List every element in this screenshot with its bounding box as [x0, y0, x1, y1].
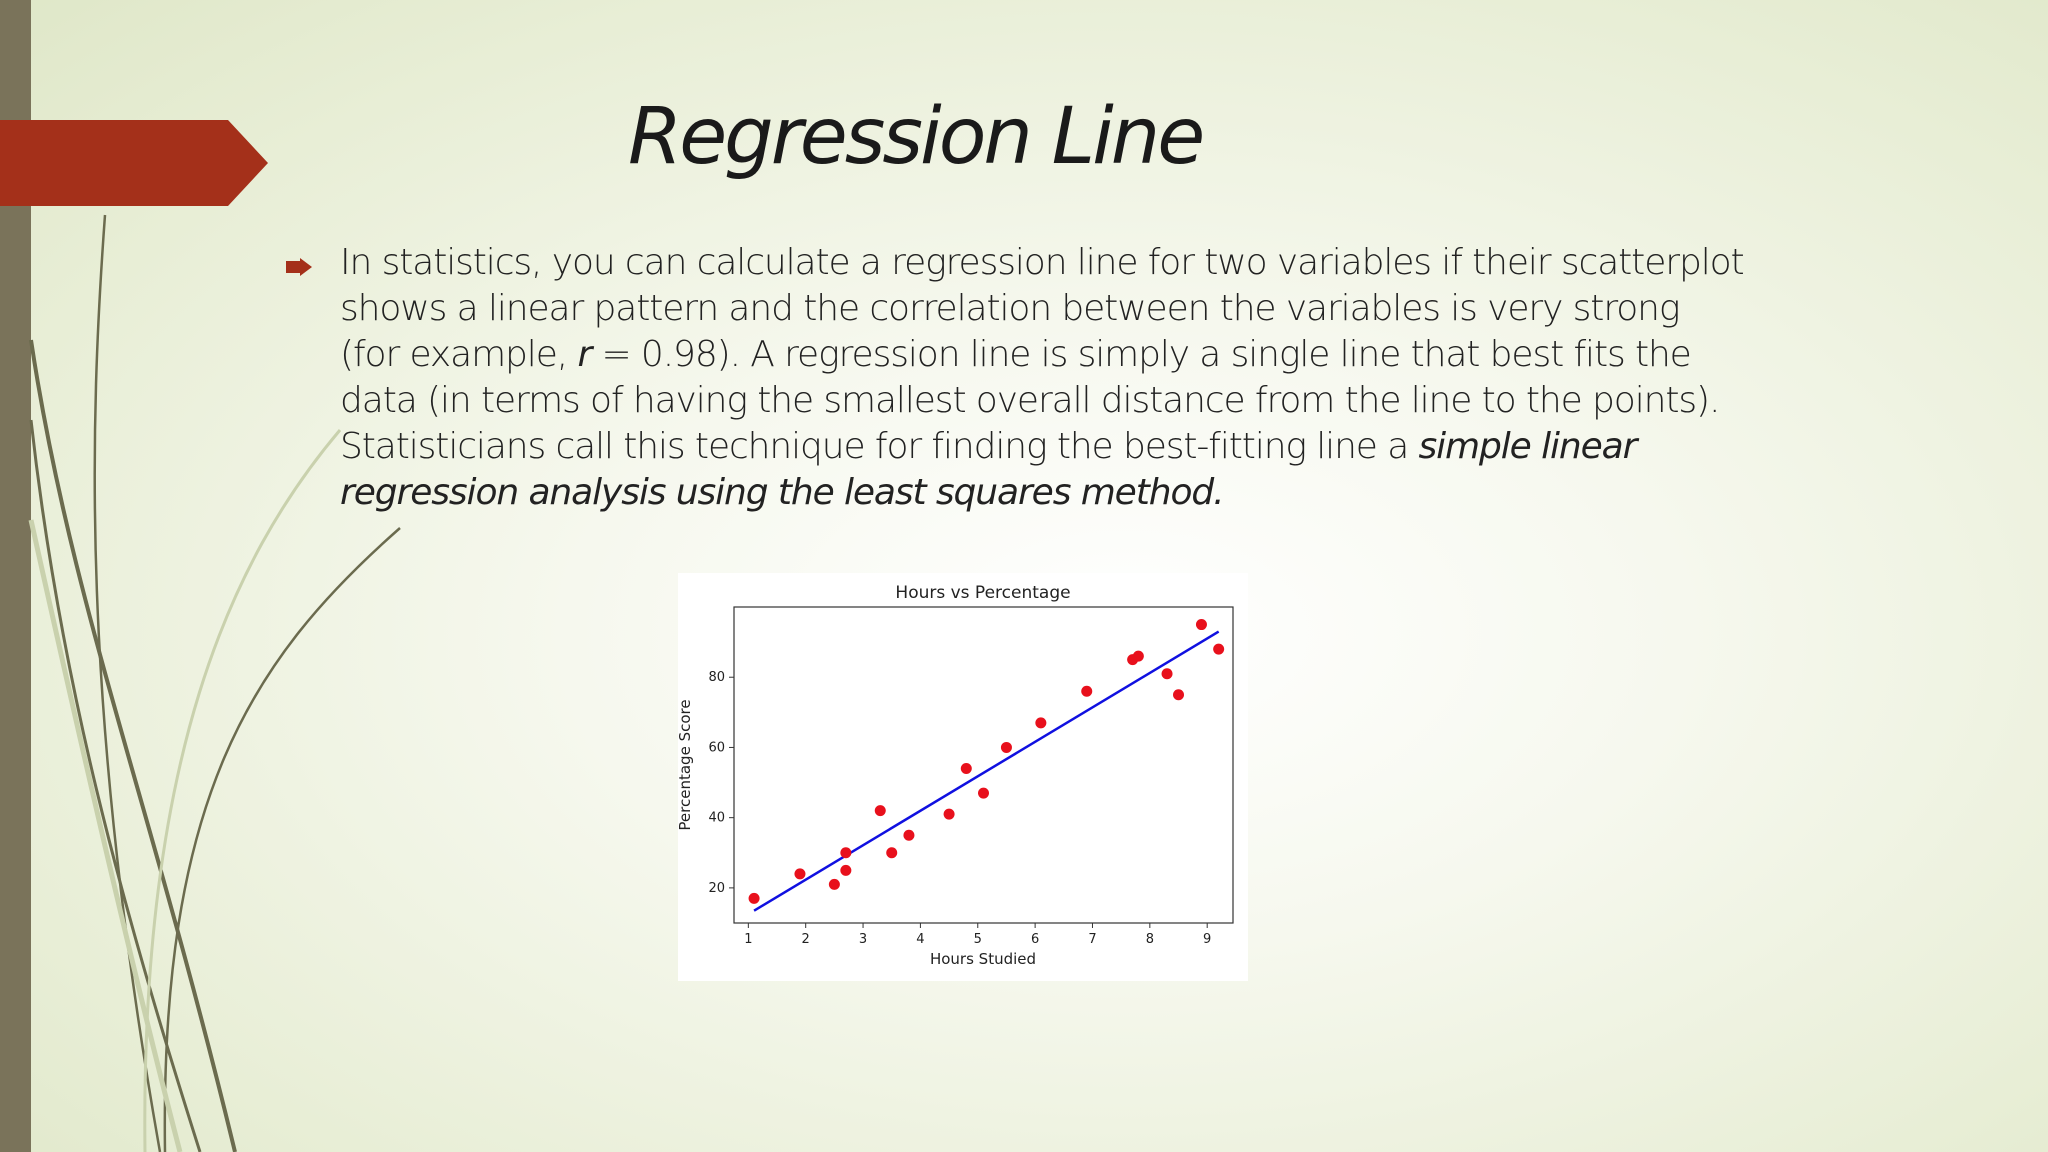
bullet-paragraph: In statistics, you can calculate a regre…	[340, 240, 1760, 516]
data-point	[978, 787, 989, 799]
decorative-swoosh-lines	[28, 214, 401, 1152]
bullet-line-3-text-end: = 0.98). A regression line is simply a s…	[591, 334, 1691, 375]
y-axis-label: Percentage Score	[678, 699, 694, 830]
data-point	[794, 868, 806, 880]
x-tick-label: 4	[916, 932, 924, 947]
bullet-line-5-text: Statisticians call this technique for fi…	[340, 426, 1419, 467]
title-accent-ribbon	[0, 120, 268, 206]
chart-title: Hours vs Percentage	[895, 583, 1070, 603]
x-tick-label: 3	[859, 932, 867, 947]
data-point	[1035, 717, 1047, 729]
data-point	[1000, 741, 1012, 753]
bullet-line-6: regression analysis using the least squa…	[340, 470, 1760, 516]
x-tick-label: 1	[744, 932, 752, 947]
data-points	[748, 619, 1225, 904]
arrow-bullet-icon	[286, 258, 312, 276]
bullet-line-2-text: shows a linear pattern and the correlati…	[340, 288, 1680, 329]
y-tick-label: 20	[708, 881, 725, 896]
bullet-line-3: (for example, r = 0.98). A regression li…	[340, 332, 1760, 378]
data-point	[874, 805, 886, 817]
data-point	[828, 878, 840, 890]
x-tick-label: 8	[1146, 932, 1154, 947]
ribbon-shape	[0, 120, 268, 206]
plot-frame	[733, 606, 1234, 924]
bullet-line-1-text: In statistics, you can calculate a regre…	[340, 242, 1745, 283]
method-name-italic-end: regression analysis using the least squa…	[340, 472, 1225, 513]
x-tick-label: 9	[1203, 932, 1211, 947]
data-point	[748, 892, 760, 904]
data-point	[840, 847, 852, 859]
data-point	[1213, 643, 1225, 655]
scatter-chart: Hours vs Percentage 1 2 3 4 5 6 7 8 9 20 40 60 80 H…	[678, 583, 1234, 968]
bullet-line-1: In statistics, you can calculate a regre…	[340, 240, 1760, 286]
bullet-line-3-text-start: (for example,	[340, 334, 578, 375]
x-tick-label: 7	[1088, 932, 1096, 947]
data-point	[903, 829, 915, 841]
data-point	[1132, 650, 1144, 662]
data-point	[1081, 685, 1093, 697]
x-axis-label: Hours Studied	[930, 950, 1036, 968]
bullet-line-5: Statisticians call this technique for fi…	[340, 424, 1760, 470]
data-point	[1195, 619, 1207, 631]
y-axis-ticks: 20 40 60 80	[708, 670, 734, 896]
x-tick-label: 6	[1031, 932, 1039, 947]
method-name-italic-start: simple linear	[1418, 426, 1638, 467]
scatter-chart-image: Hours vs Percentage 1 2 3 4 5 6 7 8 9 20 40 60 80 H…	[678, 573, 1248, 981]
data-point	[886, 847, 898, 859]
y-tick-label: 60	[708, 740, 725, 755]
slide-title: Regression Line	[628, 92, 1205, 182]
y-tick-label: 40	[708, 811, 725, 826]
regression-line-group	[753, 630, 1220, 912]
x-axis-ticks: 1 2 3 4 5 6 7 8 9	[744, 923, 1211, 947]
data-point	[960, 763, 972, 775]
data-point	[1173, 689, 1185, 701]
bullet-line-2: shows a linear pattern and the correlati…	[340, 286, 1760, 332]
bullet-line-4-text: data (in terms of having the smallest ov…	[340, 380, 1720, 421]
r-symbol: r	[577, 334, 592, 375]
x-tick-label: 2	[802, 932, 810, 947]
regression-line	[753, 630, 1220, 912]
data-point	[840, 864, 852, 876]
bullet-line-4: data (in terms of having the smallest ov…	[340, 378, 1760, 424]
x-tick-label: 5	[974, 932, 982, 947]
y-tick-label: 80	[708, 670, 725, 685]
data-point	[943, 808, 955, 820]
data-point	[1161, 668, 1173, 680]
